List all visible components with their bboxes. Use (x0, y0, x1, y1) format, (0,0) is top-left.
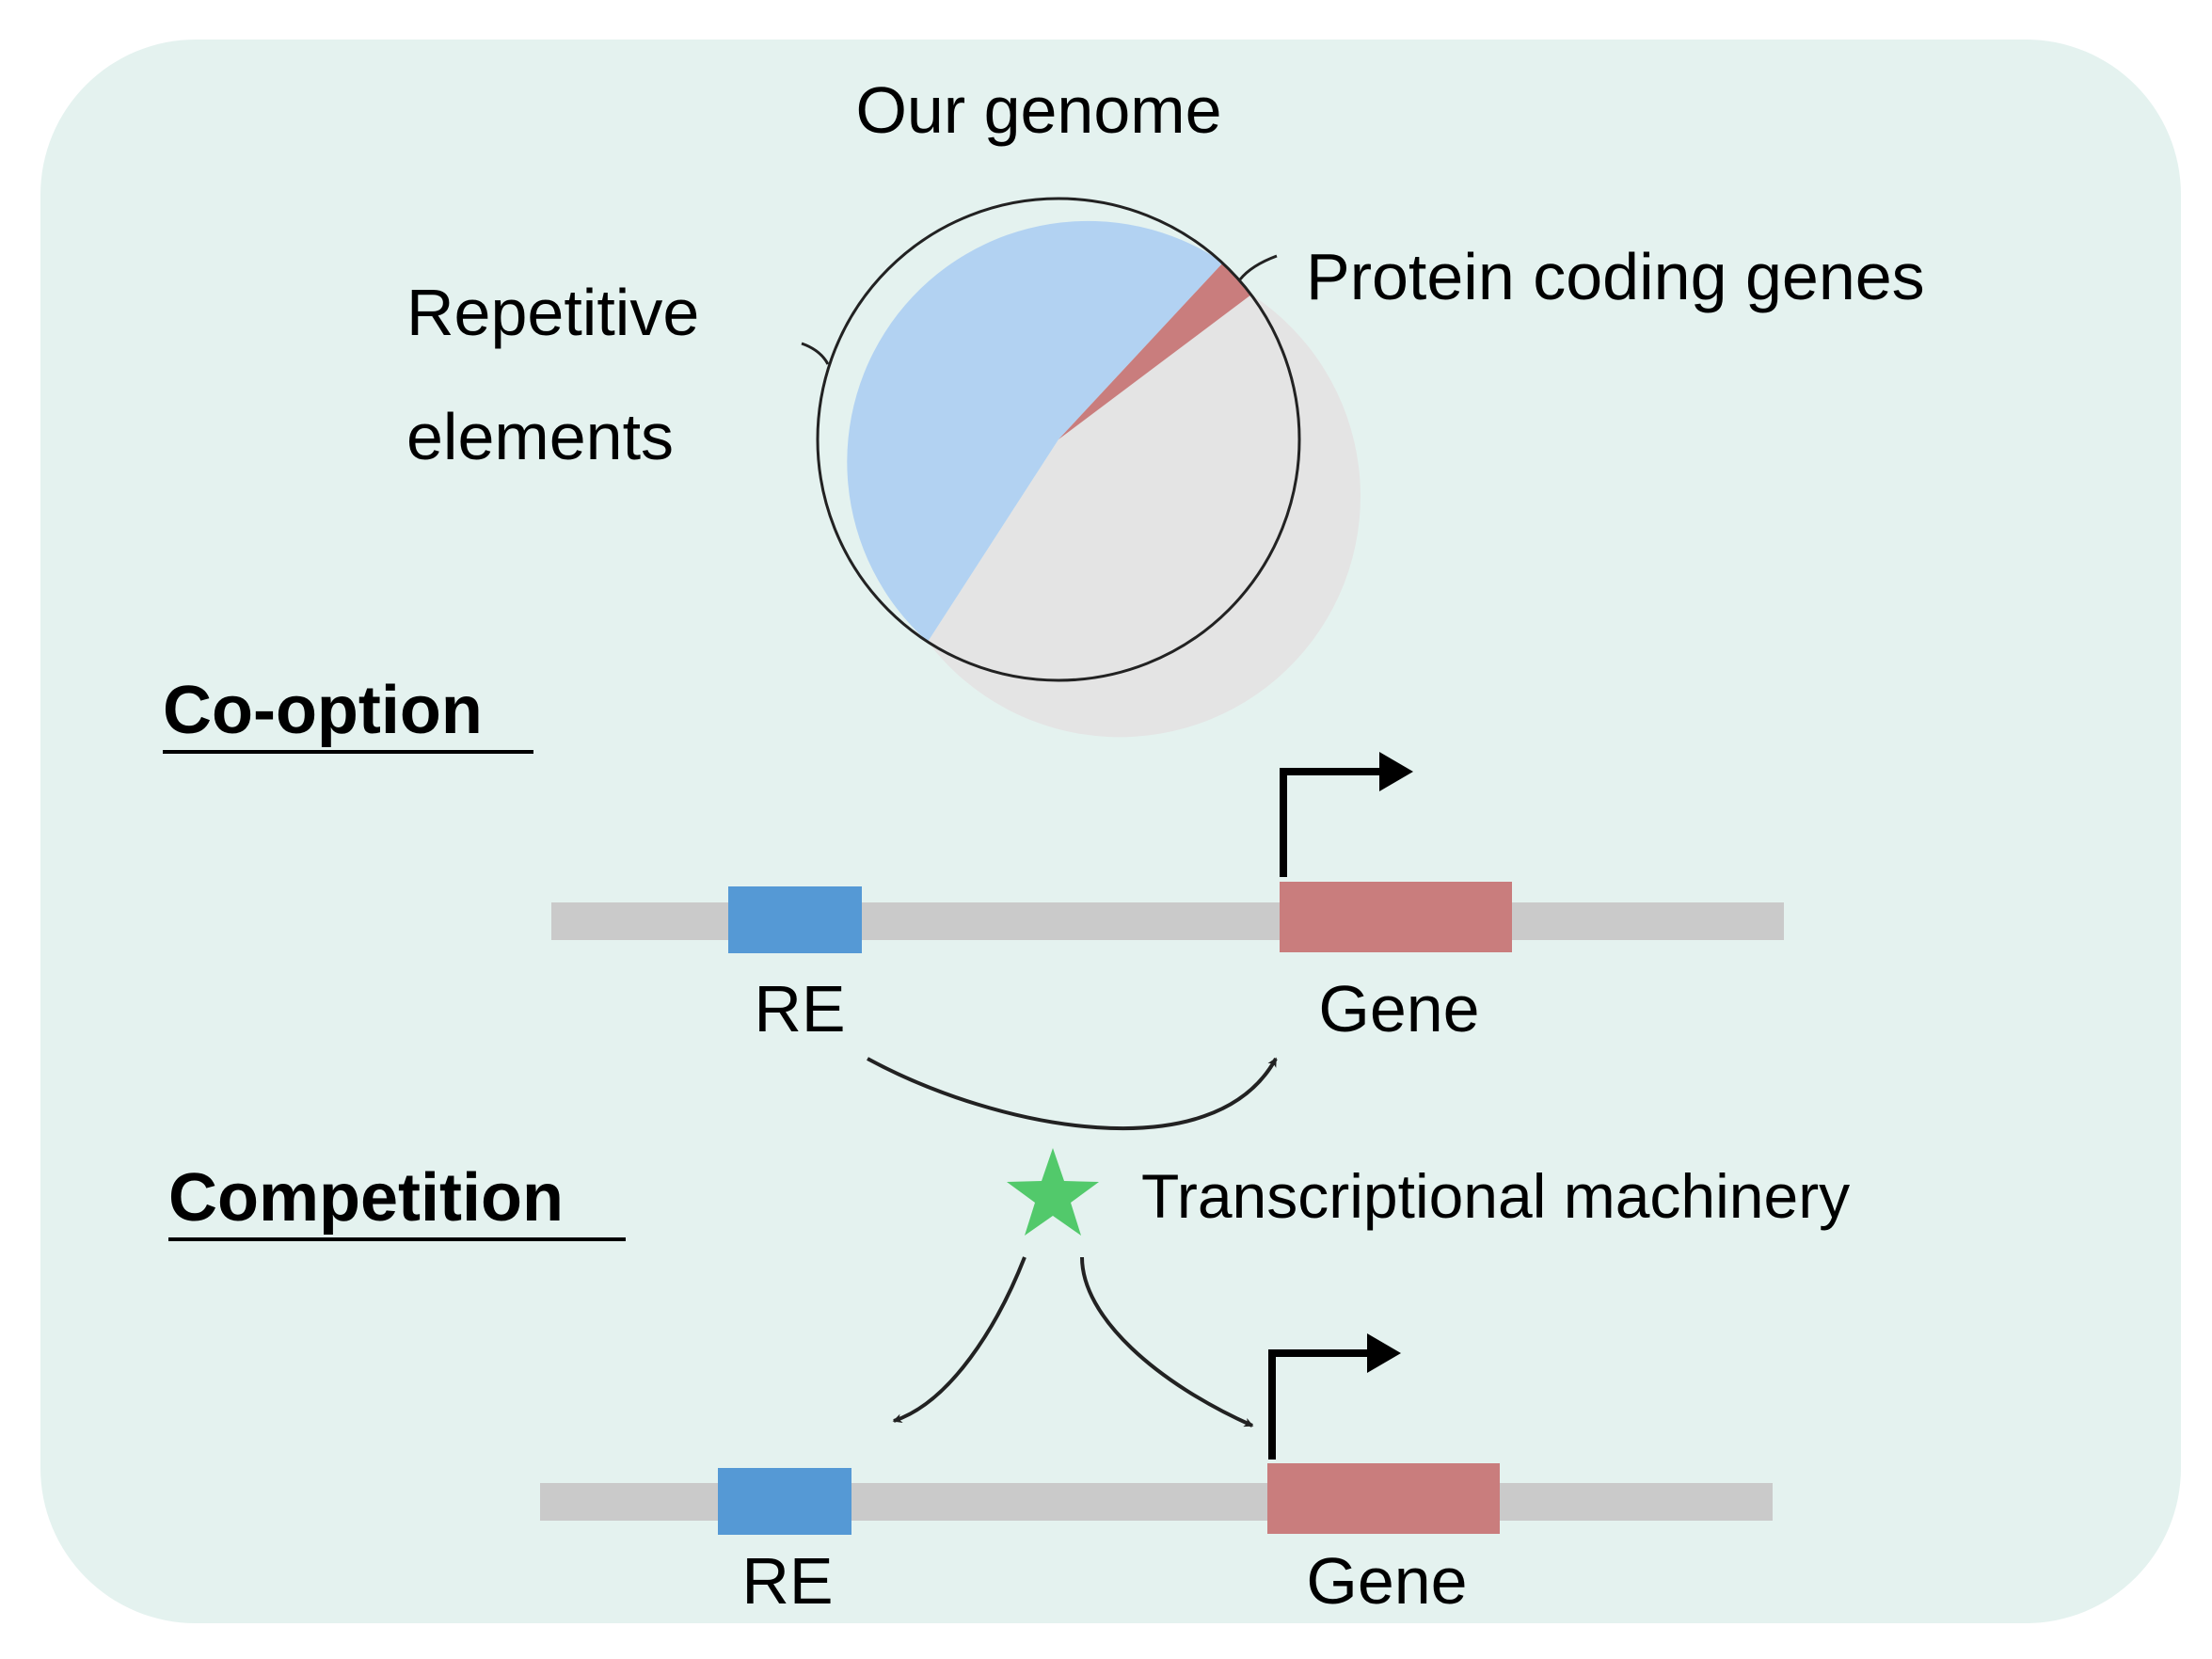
cooption-re-box (728, 886, 862, 953)
cooption-regulation-arrow (867, 1057, 1278, 1131)
cooption-gene-box (1280, 882, 1512, 952)
machinery-label: Transcriptional machinery (1141, 1161, 1850, 1231)
cooption-re-label: RE (754, 972, 845, 1045)
protein-leader-line (1238, 254, 1278, 280)
machinery-star-icon (1007, 1148, 1099, 1236)
repetitive-leader-line (801, 342, 830, 365)
genome-pie-chart (816, 197, 1361, 738)
competition-gene-box (1267, 1463, 1500, 1534)
pie-slice-repetitive (847, 220, 1223, 642)
pie-slice-protein-coding (1058, 263, 1251, 439)
cooption-promoter-arrow-icon (1280, 752, 1413, 877)
repetitive-label-line1: Repetitive (406, 276, 699, 349)
pie-outline (816, 197, 1301, 682)
machinery-to-gene-arrow (1080, 1256, 1254, 1428)
repetitive-label-line2: elements (406, 400, 674, 473)
competition-re-label: RE (741, 1544, 833, 1618)
protein-coding-label: Protein coding genes (1306, 240, 1925, 313)
cooption-heading: Co-option (163, 673, 483, 748)
competition-promoter-arrow-icon (1268, 1333, 1401, 1460)
cooption-gene-label: Gene (1318, 972, 1479, 1045)
pie-slice-other (928, 295, 1361, 738)
machinery-to-re-arrow (892, 1256, 1026, 1424)
competition-re-box (718, 1468, 851, 1535)
background-panel (40, 40, 2181, 1623)
competition-heading: Competition (168, 1160, 564, 1236)
competition-gene-label: Gene (1306, 1544, 1467, 1618)
genome-title: Our genome (855, 73, 1221, 147)
